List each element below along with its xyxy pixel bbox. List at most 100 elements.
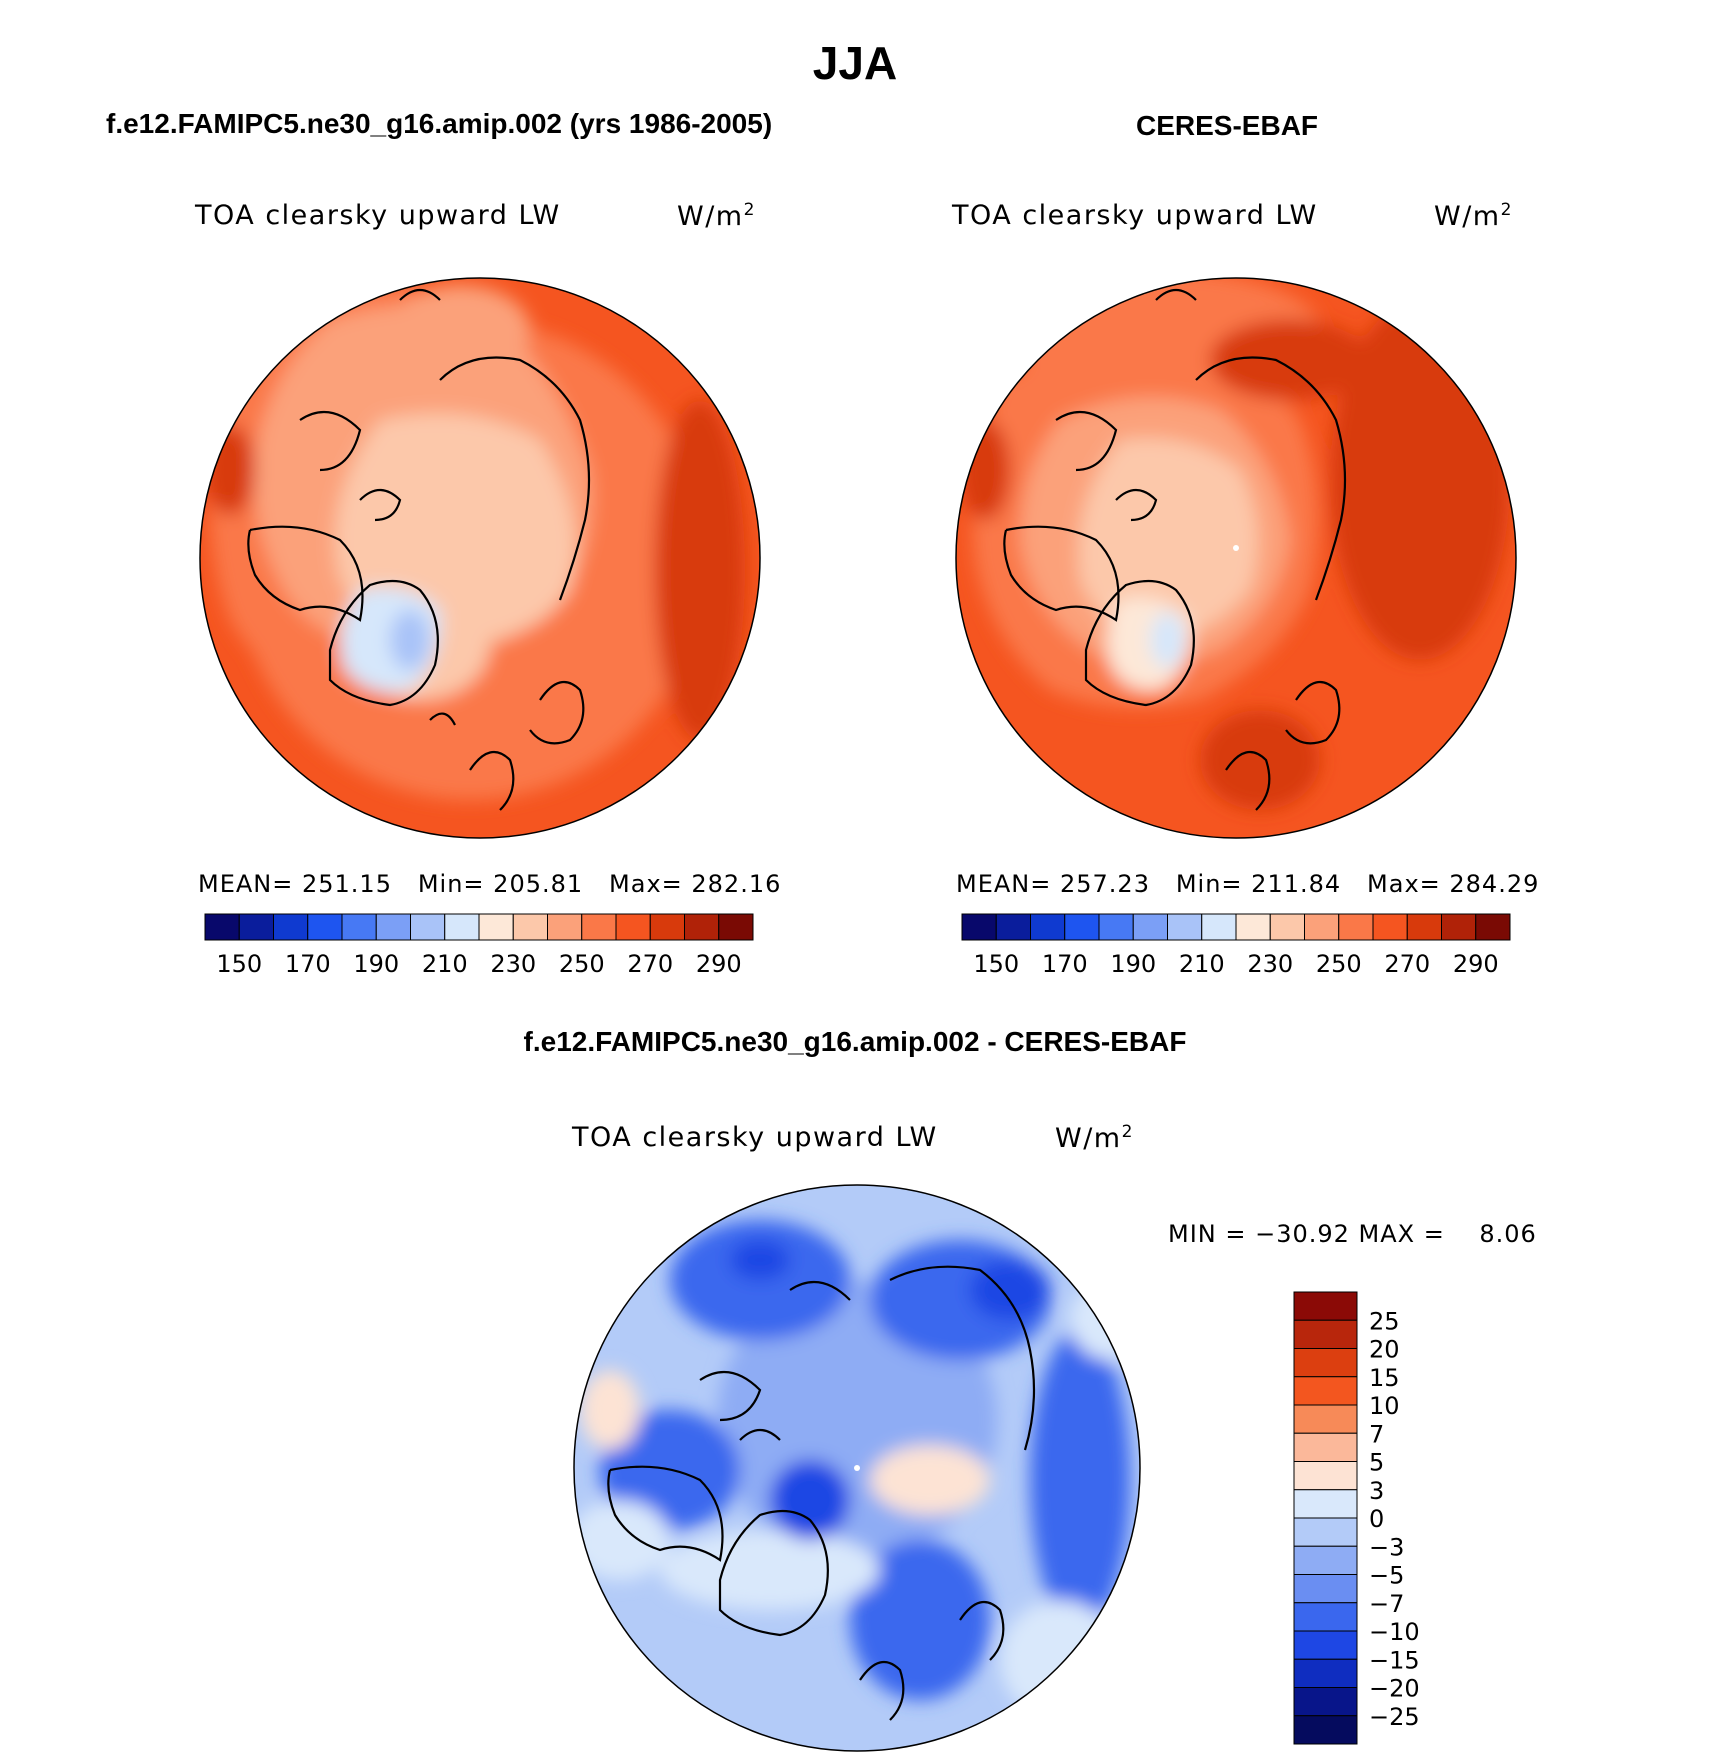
obs-colorbar: 150 170 190 210 230 250 270 290 <box>961 913 1511 978</box>
colorbar-tick-label: 170 <box>285 950 331 978</box>
colorbar-swatch <box>1441 913 1477 941</box>
obs-polar-map <box>956 278 1516 838</box>
colorbar-swatch <box>1293 1348 1358 1378</box>
model-case-title: f.e12.FAMIPC5.ne30_g16.amip.002 (yrs 198… <box>106 108 773 139</box>
colorbar-swatch <box>1304 913 1340 941</box>
model-polar-map <box>200 278 760 838</box>
colorbar-swatch <box>1293 1630 1358 1660</box>
colorbar-tick-label: 150 <box>216 950 262 978</box>
colorbar-tick-label: 10 <box>1369 1392 1400 1420</box>
colorbar-swatch <box>1293 1658 1358 1688</box>
colorbar-swatch <box>1235 913 1271 941</box>
colorbar-swatch <box>1475 913 1511 941</box>
colorbar-swatch <box>307 913 343 941</box>
colorbar-swatch <box>1293 1461 1358 1491</box>
colorbar-tick-label: 290 <box>696 950 742 978</box>
diff-stats: MIN = −30.92 MAX = 8.06 <box>1168 1220 1537 1248</box>
colorbar-swatch <box>204 913 240 941</box>
colorbar-swatch <box>1167 913 1203 941</box>
colorbar-tick-label: 230 <box>1247 950 1293 978</box>
colorbar-tick-label: 230 <box>490 950 536 978</box>
colorbar-swatch <box>547 913 583 941</box>
diff-map-border <box>573 1184 1141 1752</box>
colorbar-swatch <box>512 913 548 941</box>
diff-title: f.e12.FAMIPC5.ne30_g16.amip.002 - CERES-… <box>523 1026 1187 1057</box>
colorbar-swatch <box>1293 1291 1358 1321</box>
colorbar-swatch <box>1293 1376 1358 1406</box>
colorbar-swatch <box>1293 1319 1358 1349</box>
colorbar-tick-label: −25 <box>1369 1703 1420 1731</box>
colorbar-tick-label: 270 <box>627 950 673 978</box>
colorbar-tick-label: 15 <box>1369 1364 1400 1392</box>
colorbar-swatch <box>1201 913 1237 941</box>
colorbar-tick-label: 290 <box>1453 950 1499 978</box>
colorbar-tick-label: 210 <box>1179 950 1225 978</box>
diff-polar-map <box>574 1185 1140 1751</box>
colorbar-swatch <box>1293 1489 1358 1519</box>
colorbar-tick-label: 170 <box>1042 950 1088 978</box>
colorbar-tick-label: 150 <box>973 950 1019 978</box>
colorbar-swatch <box>1293 1432 1358 1462</box>
model-variable-label: TOA clearsky upward LW <box>195 200 561 231</box>
colorbar-swatch <box>238 913 274 941</box>
colorbar-swatch <box>1293 1687 1358 1717</box>
colorbar-swatch <box>1098 913 1134 941</box>
model-colorbar: 150 170 190 210 230 250 270 290 <box>204 913 754 978</box>
colorbar-tick-label: 7 <box>1369 1420 1384 1448</box>
obs-units: W/m2 <box>1434 200 1513 232</box>
colorbar-swatch <box>1293 1602 1358 1632</box>
model-stats: MEAN= 251.15 Min= 205.81 Max= 282.16 <box>198 870 782 898</box>
obs-stats: MEAN= 257.23 Min= 211.84 Max= 284.29 <box>956 870 1540 898</box>
colorbar-swatch <box>1293 1517 1358 1547</box>
colorbar-swatch <box>1293 1715 1358 1745</box>
colorbar-tick-label: 270 <box>1384 950 1430 978</box>
page-title: JJA <box>812 37 898 89</box>
colorbar-swatch <box>718 913 754 941</box>
colorbar-tick-label: 3 <box>1369 1477 1384 1505</box>
colorbar-tick-label: −3 <box>1369 1533 1404 1561</box>
colorbar-swatch <box>995 913 1031 941</box>
obs-map-border <box>955 277 1517 839</box>
colorbar-swatch <box>341 913 377 941</box>
colorbar-swatch <box>1406 913 1442 941</box>
colorbar-tick-label: −5 <box>1369 1562 1404 1590</box>
colorbar-swatch <box>1293 1545 1358 1575</box>
colorbar-swatch <box>410 913 446 941</box>
colorbar-swatch <box>684 913 720 941</box>
colorbar-swatch <box>649 913 685 941</box>
colorbar-tick-label: −7 <box>1369 1590 1404 1618</box>
colorbar-swatch <box>1338 913 1374 941</box>
model-units: W/m2 <box>677 200 756 232</box>
model-map-border <box>199 277 761 839</box>
colorbar-swatch <box>615 913 651 941</box>
colorbar-swatch <box>1293 1404 1358 1434</box>
colorbar-swatch <box>1132 913 1168 941</box>
colorbar-tick-label: −10 <box>1369 1618 1420 1646</box>
colorbar-swatch <box>478 913 514 941</box>
colorbar-tick-label: 250 <box>559 950 605 978</box>
colorbar-tick-label: 190 <box>1110 950 1156 978</box>
colorbar-swatch <box>1030 913 1066 941</box>
colorbar-swatch <box>581 913 617 941</box>
colorbar-swatch <box>1269 913 1305 941</box>
colorbar-swatch <box>1064 913 1100 941</box>
colorbar-tick-label: 25 <box>1369 1307 1400 1335</box>
diff-variable-label: TOA clearsky upward LW <box>572 1122 938 1153</box>
obs-case-title: CERES-EBAF <box>1136 110 1319 141</box>
colorbar-tick-label: −15 <box>1369 1646 1420 1674</box>
colorbar-swatch <box>273 913 309 941</box>
colorbar-tick-label: 0 <box>1369 1505 1384 1533</box>
colorbar-swatch <box>444 913 480 941</box>
colorbar-swatch <box>1293 1574 1358 1604</box>
colorbar-tick-label: 20 <box>1369 1336 1400 1364</box>
obs-variable-label: TOA clearsky upward LW <box>952 200 1318 231</box>
colorbar-tick-label: 190 <box>353 950 399 978</box>
colorbar-swatch <box>1372 913 1408 941</box>
colorbar-swatch <box>375 913 411 941</box>
colorbar-tick-label: 250 <box>1316 950 1362 978</box>
colorbar-tick-label: 5 <box>1369 1449 1384 1477</box>
diff-units: W/m2 <box>1055 1122 1134 1154</box>
colorbar-tick-label: 210 <box>422 950 468 978</box>
